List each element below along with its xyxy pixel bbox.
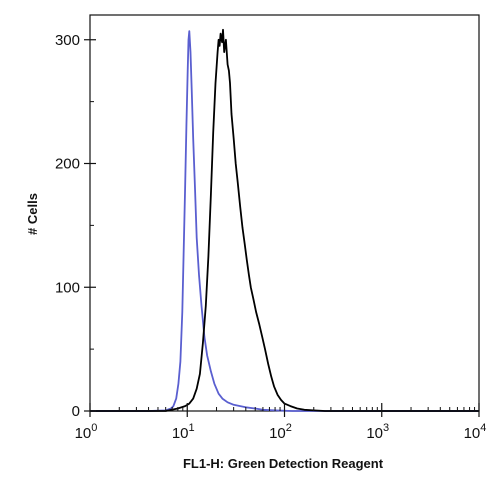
plot-content [90, 28, 479, 412]
y-axis-ticks: 0 100 200 300 [55, 32, 96, 420]
y-tick-label: 200 [55, 156, 80, 173]
x-tick-label: 102 [269, 422, 292, 442]
x-tick-label-exponent: 2 [286, 422, 292, 434]
x-tick-label-exponent: 3 [383, 422, 389, 434]
y-tick-label: 100 [55, 279, 80, 296]
y-tick-label: 0 [72, 403, 80, 420]
x-tick-label-base: 10 [75, 425, 92, 442]
x-tick-label: 101 [172, 422, 195, 442]
x-tick-label-base: 10 [269, 425, 286, 442]
x-tick-label: 100 [75, 422, 98, 442]
x-tick-label-exponent: 1 [189, 422, 195, 434]
y-axis-title: # Cells [25, 193, 40, 235]
x-axis-title: FL1-H: Green Detection Reagent [183, 456, 384, 471]
x-tick-label-base: 10 [464, 425, 481, 442]
x-axis-ticks: 100 101 102 103 104 [75, 403, 487, 442]
x-tick-label: 104 [464, 422, 487, 442]
y-tick-label: 300 [55, 32, 80, 49]
histogram-series-1-line [90, 30, 479, 412]
histogram-series-2-line [90, 28, 479, 412]
x-tick-label: 103 [366, 422, 389, 442]
x-tick-label-base: 10 [172, 425, 189, 442]
x-tick-label-exponent: 0 [91, 422, 97, 434]
x-tick-label-exponent: 4 [480, 422, 486, 434]
x-tick-label-base: 10 [366, 425, 383, 442]
